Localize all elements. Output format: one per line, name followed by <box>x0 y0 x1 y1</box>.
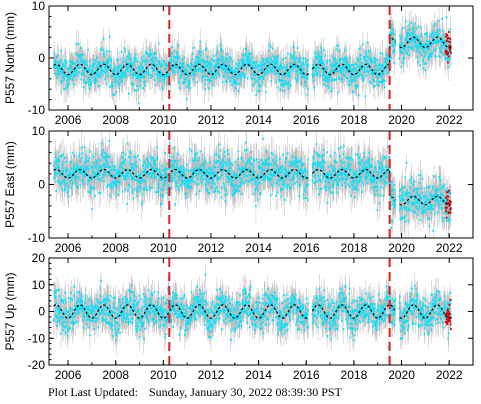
x-tick-label: 2006 <box>55 241 82 255</box>
x-tick-label: 2012 <box>198 368 225 382</box>
y-tick-label: -10 <box>28 331 46 345</box>
panel-2: -10 0 10 2006 2008 2010 2012 2014 2016 2018 2020 20… <box>3 124 474 255</box>
x-tick-label: 2016 <box>293 241 320 255</box>
x-tick-label: 2010 <box>150 113 177 127</box>
data-points <box>53 8 452 105</box>
x-tick-label: 2008 <box>102 113 129 127</box>
x-tick-label: 2006 <box>55 113 82 127</box>
y-axis-label: P557 North (mm) <box>3 12 17 104</box>
y-tick-label: -10 <box>28 231 46 245</box>
plot-area <box>53 6 452 110</box>
x-tick-label: 2018 <box>341 368 368 382</box>
x-tick-label: 2014 <box>245 241 272 255</box>
x-tick-label: 2010 <box>150 368 177 382</box>
y-tick-label: 0 <box>38 305 45 319</box>
x-tick-label: 2020 <box>388 241 415 255</box>
x-tick-label: 2022 <box>436 113 463 127</box>
y-tick-label: 10 <box>32 124 46 138</box>
x-tick-label: 2022 <box>436 368 463 382</box>
x-tick-label: 2018 <box>341 241 368 255</box>
x-tick-label: 2014 <box>245 113 272 127</box>
footer: Plot Last Updated: Sunday, January 30, 2… <box>48 385 342 400</box>
x-tick-label: 2012 <box>198 113 225 127</box>
data-points <box>53 137 452 232</box>
y-tick-label: 0 <box>38 178 45 192</box>
footer-label: Plot Last Updated: <box>48 385 138 399</box>
model-curve <box>53 304 452 319</box>
plot-area <box>53 262 452 360</box>
panel-1: -10 0 10 2006 2008 2010 2012 2014 2016 2018 2020 20… <box>3 0 474 127</box>
x-tick-label: 2006 <box>55 368 82 382</box>
panel-3: -20 -10 0 10 20 2006 2008 2010 2012 2014 2016 2018 2… <box>3 251 474 382</box>
recent-points <box>444 31 452 64</box>
x-tick-label: 2008 <box>102 241 129 255</box>
x-tick-label: 2016 <box>293 113 320 127</box>
x-tick-label: 2014 <box>245 368 272 382</box>
x-tick-label: 2016 <box>293 368 320 382</box>
x-tick-label: 2022 <box>436 241 463 255</box>
x-tick-label: 2018 <box>341 113 368 127</box>
model-curve <box>53 36 452 76</box>
y-tick-label: 20 <box>32 251 46 265</box>
y-tick-label: 10 <box>32 0 46 13</box>
footer-timestamp: Sunday, January 30, 2022 08:39:30 PST <box>149 385 342 399</box>
x-tick-label: 2020 <box>388 368 415 382</box>
x-tick-label: 2012 <box>198 241 225 255</box>
recent-points <box>444 298 452 331</box>
y-axis-label: P557 Up (mm) <box>3 272 17 350</box>
x-tick-label: 2020 <box>388 113 415 127</box>
y-tick-label: 10 <box>32 278 46 292</box>
recent-points <box>444 189 452 219</box>
model-curve <box>53 168 452 206</box>
plot-area <box>53 131 452 238</box>
y-tick-label: -20 <box>28 358 46 372</box>
y-tick-label: 0 <box>38 51 45 65</box>
x-tick-label: 2008 <box>102 368 129 382</box>
y-tick-label: -10 <box>28 103 46 117</box>
y-axis-label: P557 East (mm) <box>3 141 17 228</box>
x-tick-label: 2010 <box>150 241 177 255</box>
